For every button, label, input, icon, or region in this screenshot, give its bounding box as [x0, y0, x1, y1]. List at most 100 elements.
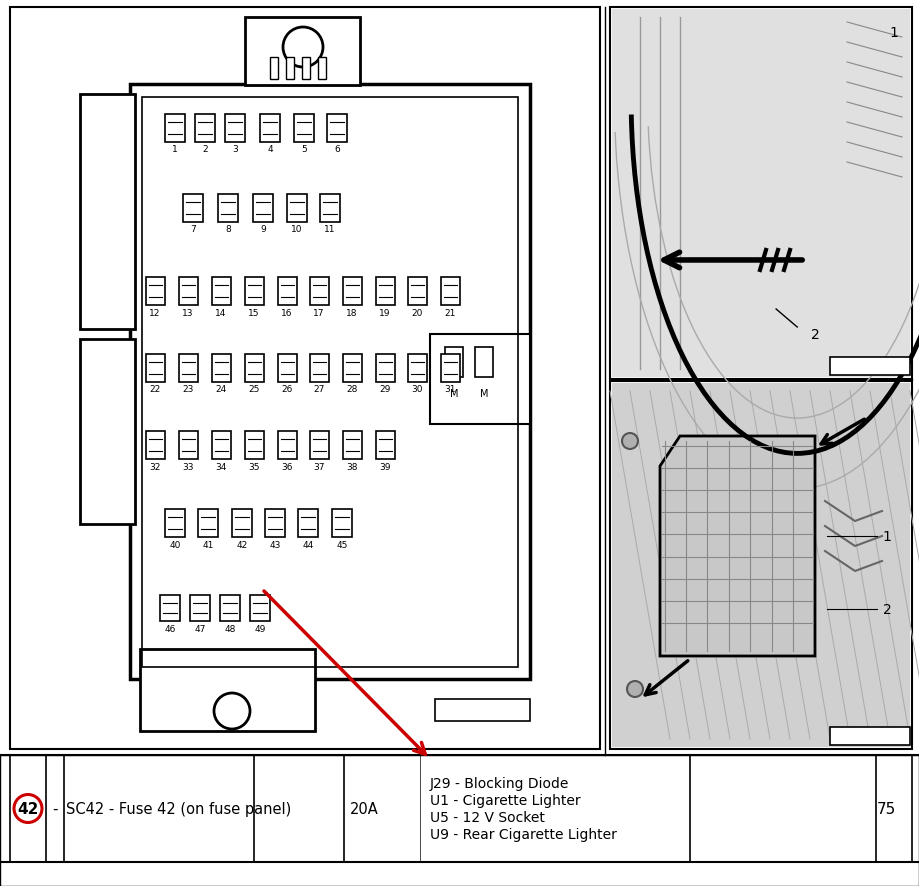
Circle shape — [214, 693, 250, 729]
Text: 35: 35 — [248, 462, 260, 471]
Bar — [165, 115, 185, 143]
Bar — [270, 58, 278, 80]
Bar — [298, 509, 318, 538]
Text: 45: 45 — [336, 540, 347, 549]
Bar — [145, 277, 165, 306]
Text: 16: 16 — [281, 308, 293, 317]
Text: 28: 28 — [346, 385, 357, 394]
Text: U1 - Cigarette Lighter: U1 - Cigarette Lighter — [430, 793, 581, 807]
Text: 27: 27 — [313, 385, 324, 394]
Bar — [140, 649, 315, 731]
Bar — [211, 277, 231, 306]
Bar — [287, 195, 307, 222]
Text: 3: 3 — [233, 145, 238, 154]
Bar — [0, 755, 919, 886]
Bar — [610, 382, 912, 750]
Text: 46: 46 — [165, 624, 176, 633]
Text: N97-0582: N97-0582 — [448, 703, 516, 717]
Bar — [278, 277, 297, 306]
Text: 23: 23 — [182, 385, 194, 394]
Text: U5 - 12 V Socket: U5 - 12 V Socket — [430, 810, 545, 824]
Bar — [343, 354, 361, 383]
Text: 42: 42 — [236, 540, 247, 549]
Text: 11: 11 — [324, 225, 335, 234]
Text: 17: 17 — [313, 308, 324, 317]
Bar — [178, 354, 198, 383]
Bar — [220, 595, 240, 621]
Bar — [407, 277, 426, 306]
Text: 20: 20 — [412, 308, 423, 317]
Text: 36: 36 — [281, 462, 293, 471]
Bar — [250, 595, 270, 621]
Circle shape — [627, 681, 643, 697]
Bar — [225, 115, 245, 143]
Bar — [211, 431, 231, 460]
Bar — [440, 277, 460, 306]
Bar — [612, 384, 910, 747]
Text: 44: 44 — [302, 540, 313, 549]
Text: 24: 24 — [215, 385, 227, 394]
Text: N97-10077: N97-10077 — [839, 731, 901, 742]
Bar — [320, 195, 340, 222]
Text: M: M — [449, 389, 459, 399]
Text: SC42 - Fuse 42 (on fuse panel): SC42 - Fuse 42 (on fuse panel) — [66, 801, 291, 816]
Bar — [80, 95, 135, 330]
Text: 33: 33 — [182, 462, 194, 471]
Text: 26: 26 — [281, 385, 292, 394]
Bar — [253, 195, 273, 222]
Circle shape — [622, 433, 638, 449]
Text: 42: 42 — [17, 801, 39, 816]
Bar — [260, 115, 280, 143]
Bar — [435, 699, 530, 721]
Text: 6: 6 — [335, 145, 340, 154]
Bar — [160, 595, 180, 621]
Text: 1: 1 — [172, 145, 178, 154]
Bar — [310, 354, 328, 383]
Circle shape — [283, 28, 323, 68]
Text: U9 - Rear Cigarette Lighter: U9 - Rear Cigarette Lighter — [430, 827, 617, 841]
Bar — [294, 115, 314, 143]
Text: 18: 18 — [346, 308, 357, 317]
Bar — [830, 358, 910, 376]
Bar — [0, 755, 919, 886]
Text: 47: 47 — [194, 624, 206, 633]
Bar — [310, 431, 328, 460]
Bar — [178, 431, 198, 460]
Text: J29 - Blocking Diode: J29 - Blocking Diode — [430, 776, 570, 790]
Bar — [332, 509, 352, 538]
Text: 1: 1 — [890, 26, 899, 40]
Text: 21: 21 — [444, 308, 456, 317]
Text: 5: 5 — [301, 145, 307, 154]
Bar — [376, 431, 394, 460]
Text: 14: 14 — [215, 308, 227, 317]
Text: 2: 2 — [882, 602, 891, 617]
Bar — [610, 8, 912, 379]
Bar — [145, 431, 165, 460]
Bar — [178, 277, 198, 306]
Text: 29: 29 — [380, 385, 391, 394]
Text: 38: 38 — [346, 462, 357, 471]
Text: 12: 12 — [149, 308, 161, 317]
Text: 13: 13 — [182, 308, 194, 317]
Text: M: M — [480, 389, 488, 399]
Text: 4: 4 — [267, 145, 273, 154]
Bar — [244, 354, 264, 383]
Text: 10: 10 — [291, 225, 302, 234]
Bar — [278, 431, 297, 460]
Text: 30: 30 — [411, 385, 423, 394]
Bar — [244, 431, 264, 460]
Text: 9: 9 — [260, 225, 266, 234]
Text: 41: 41 — [202, 540, 214, 549]
Bar — [376, 354, 394, 383]
Text: 39: 39 — [380, 462, 391, 471]
Text: 37: 37 — [313, 462, 324, 471]
Text: 20A: 20A — [350, 801, 379, 816]
Bar — [286, 58, 294, 80]
Bar — [190, 595, 210, 621]
Bar — [430, 335, 530, 424]
Text: 49: 49 — [255, 624, 266, 633]
Bar — [440, 354, 460, 383]
Text: 15: 15 — [248, 308, 260, 317]
Polygon shape — [660, 437, 815, 657]
Text: 25: 25 — [248, 385, 260, 394]
